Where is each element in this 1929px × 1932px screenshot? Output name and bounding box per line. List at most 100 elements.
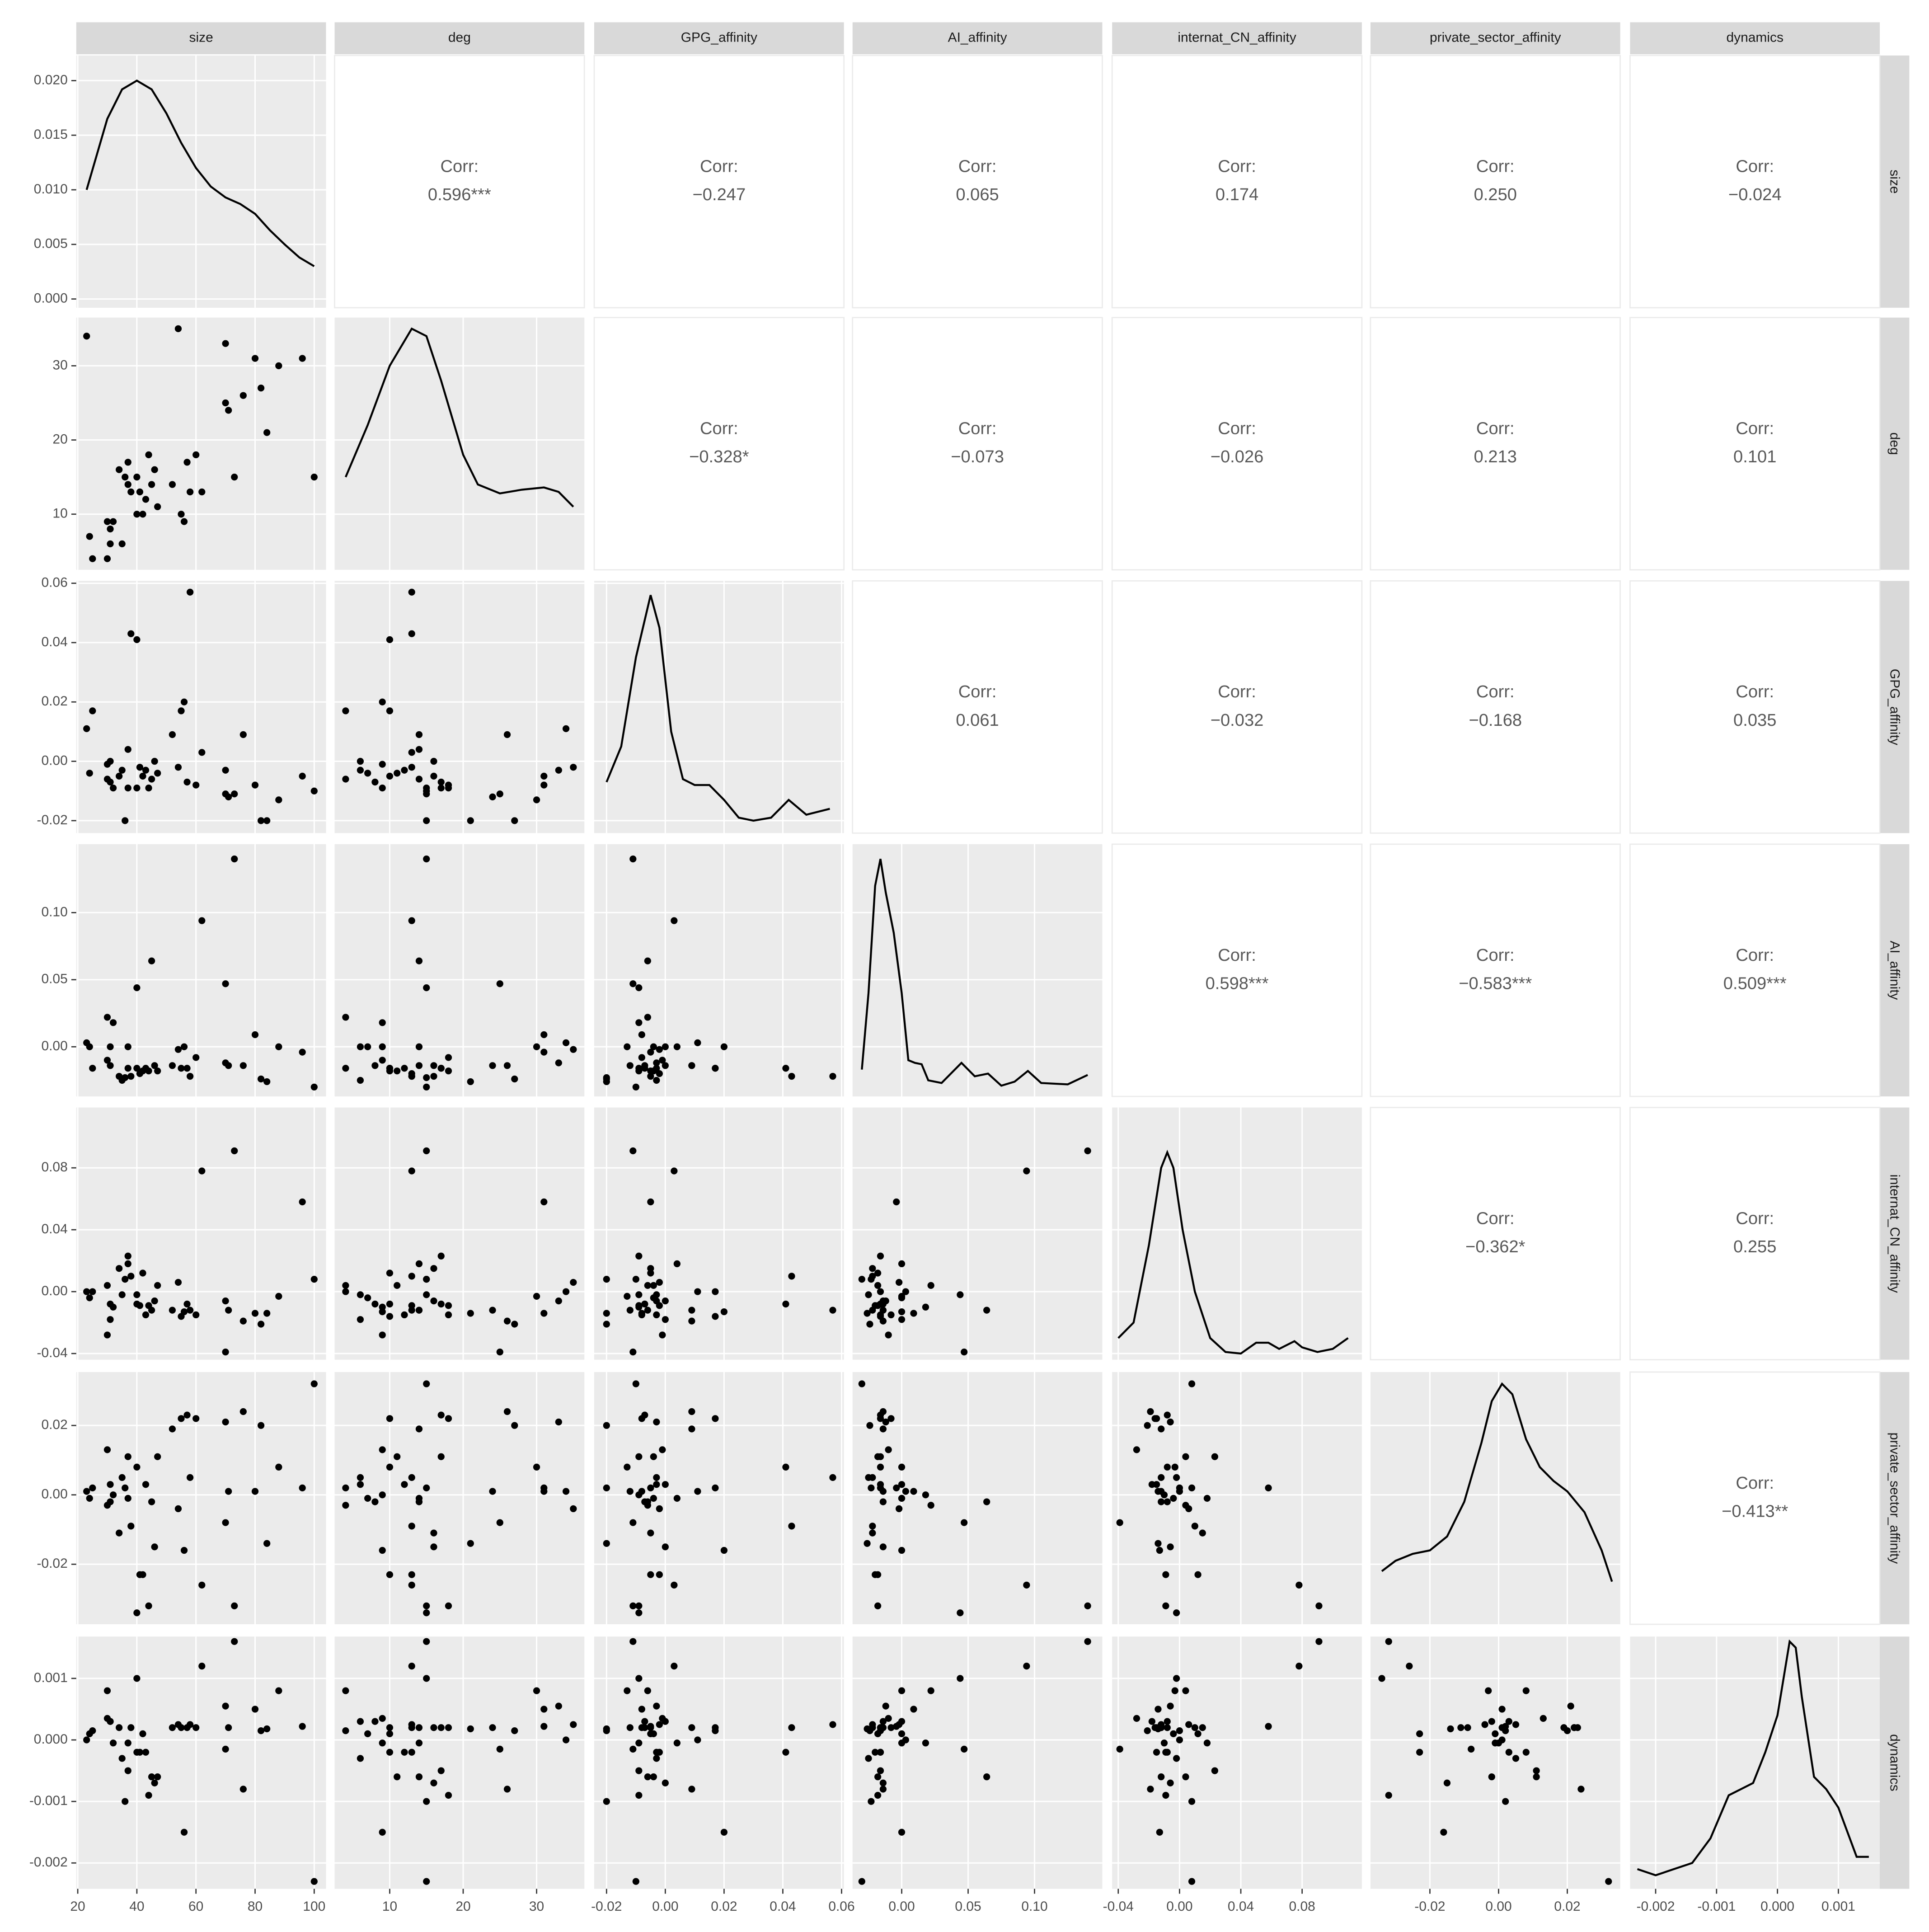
point bbox=[644, 1773, 651, 1781]
point bbox=[626, 1062, 634, 1069]
strip-bg bbox=[1878, 317, 1910, 570]
corr-value: 0.065 bbox=[956, 185, 999, 204]
y-tick-label: 30 bbox=[52, 357, 67, 372]
panel-bg bbox=[1111, 580, 1363, 834]
point bbox=[299, 355, 306, 362]
point bbox=[887, 1415, 895, 1422]
point bbox=[371, 1718, 379, 1725]
corr-value: 0.174 bbox=[1216, 185, 1258, 204]
point bbox=[467, 1725, 474, 1733]
density-line bbox=[605, 595, 831, 822]
point bbox=[263, 1540, 271, 1547]
point bbox=[688, 1786, 695, 1793]
point bbox=[263, 1310, 271, 1317]
corr-value: 0.596*** bbox=[428, 185, 491, 204]
point bbox=[379, 1331, 386, 1339]
point bbox=[694, 1736, 701, 1744]
panel-bg bbox=[76, 1107, 326, 1360]
point bbox=[251, 1706, 259, 1713]
point bbox=[1505, 1718, 1512, 1725]
point bbox=[222, 1418, 229, 1426]
point bbox=[423, 1484, 430, 1491]
point bbox=[1191, 1523, 1198, 1530]
point bbox=[782, 1463, 789, 1471]
point bbox=[1295, 1581, 1303, 1589]
point bbox=[893, 1723, 900, 1730]
point bbox=[650, 1043, 657, 1050]
row-strip-label: AI_affinity bbox=[1887, 941, 1902, 1000]
corr-label: Corr: bbox=[958, 157, 997, 176]
point bbox=[874, 1282, 882, 1289]
point bbox=[379, 1829, 386, 1836]
point bbox=[1170, 1495, 1177, 1502]
point bbox=[379, 1308, 386, 1316]
point bbox=[136, 488, 144, 496]
point bbox=[1173, 1755, 1180, 1762]
point bbox=[263, 429, 271, 436]
point bbox=[540, 781, 548, 789]
point bbox=[133, 1065, 141, 1072]
point bbox=[603, 1422, 610, 1429]
point bbox=[275, 362, 282, 370]
point bbox=[423, 1147, 430, 1155]
point bbox=[662, 1043, 669, 1050]
point bbox=[650, 1453, 657, 1460]
panel-bg bbox=[852, 844, 1103, 1097]
point bbox=[423, 1675, 430, 1682]
y-tick-label: 0.04 bbox=[41, 1222, 67, 1236]
panel-bg bbox=[1370, 1372, 1620, 1625]
point bbox=[231, 1147, 238, 1155]
point bbox=[872, 1749, 879, 1756]
point bbox=[629, 855, 637, 863]
point bbox=[183, 778, 191, 786]
point bbox=[712, 1415, 719, 1422]
point bbox=[638, 1706, 645, 1713]
column-strip-label: dynamics bbox=[1727, 30, 1784, 45]
point bbox=[86, 1495, 93, 1502]
y-tick-label: 0.08 bbox=[41, 1160, 67, 1175]
point bbox=[415, 1043, 423, 1050]
point bbox=[898, 1481, 906, 1488]
point bbox=[251, 1310, 259, 1317]
point bbox=[430, 1543, 437, 1551]
point bbox=[603, 1310, 610, 1317]
point bbox=[192, 451, 200, 459]
point bbox=[127, 488, 135, 496]
point bbox=[533, 1687, 540, 1694]
point bbox=[86, 533, 93, 540]
point bbox=[659, 1446, 666, 1453]
panel-bg bbox=[1370, 843, 1621, 1097]
strip-bg bbox=[594, 22, 844, 55]
point bbox=[874, 1269, 882, 1277]
corr-value: −0.247 bbox=[693, 185, 746, 204]
corr-value: −0.413** bbox=[1722, 1502, 1788, 1521]
point bbox=[688, 1307, 695, 1314]
point bbox=[489, 1062, 496, 1069]
point bbox=[109, 1303, 117, 1311]
point bbox=[829, 1072, 836, 1080]
point bbox=[712, 1065, 719, 1072]
point bbox=[145, 1067, 152, 1075]
point bbox=[239, 1408, 247, 1415]
point bbox=[1156, 1547, 1163, 1554]
point bbox=[103, 1282, 111, 1289]
point bbox=[299, 1484, 306, 1491]
panel-bg bbox=[1629, 843, 1881, 1097]
point bbox=[638, 1488, 645, 1495]
point bbox=[127, 630, 135, 637]
point bbox=[638, 1310, 645, 1317]
point bbox=[882, 1418, 889, 1426]
point bbox=[1505, 1749, 1512, 1756]
point bbox=[879, 1488, 887, 1495]
point bbox=[788, 1724, 795, 1731]
point bbox=[882, 1297, 889, 1305]
point bbox=[107, 540, 114, 547]
point bbox=[124, 1767, 131, 1774]
strip-bg bbox=[1630, 22, 1880, 55]
point bbox=[1295, 1663, 1303, 1670]
point bbox=[1164, 1498, 1171, 1505]
point bbox=[533, 1043, 540, 1050]
point bbox=[124, 1453, 131, 1460]
point bbox=[626, 1307, 634, 1314]
point bbox=[1164, 1718, 1171, 1725]
